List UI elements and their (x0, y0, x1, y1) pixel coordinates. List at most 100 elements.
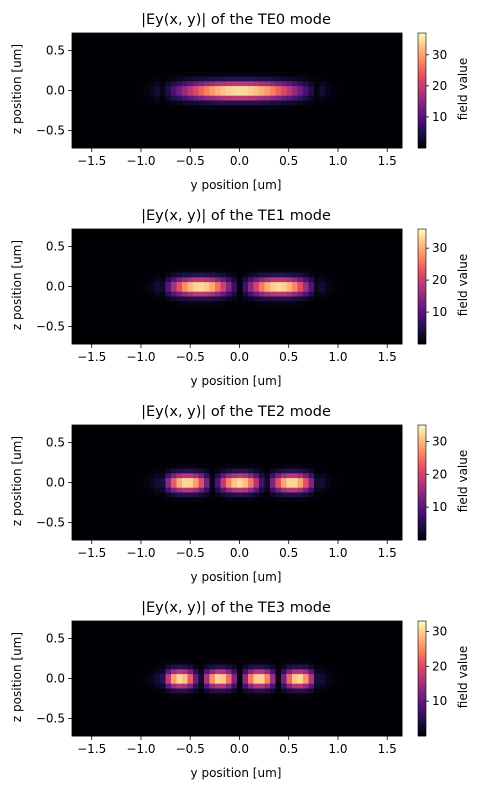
heatmap-cell (83, 668, 89, 675)
heatmap-cell (143, 506, 150, 512)
heatmap-cell (193, 496, 199, 503)
heatmap-cell (143, 448, 150, 455)
heatmap-cell (94, 85, 100, 91)
heatmap-cell (336, 468, 342, 474)
heatmap-cell (314, 434, 320, 440)
heatmap-cell (330, 276, 337, 283)
heatmap-cell (325, 257, 331, 263)
heatmap-cell (209, 238, 216, 244)
heatmap-cell (259, 315, 265, 321)
heatmap-cell (72, 621, 78, 627)
heatmap-cell (143, 71, 150, 77)
heatmap-cell (303, 124, 309, 130)
heatmap-cell (143, 472, 150, 479)
heatmap-cell (396, 506, 403, 512)
heatmap-cell (187, 472, 194, 479)
heatmap-cell (330, 66, 337, 72)
colorbar-segment (418, 39, 426, 43)
heatmap-cell (160, 697, 166, 703)
heatmap-cell (138, 434, 144, 440)
heatmap-cell (116, 334, 122, 340)
heatmap-cell (374, 320, 381, 326)
heatmap-cell (286, 477, 293, 483)
heatmap-cell (259, 429, 265, 435)
colorbar-segment (418, 316, 426, 320)
heatmap-cell (99, 453, 106, 459)
heatmap-cell (143, 80, 150, 87)
heatmap-cell (341, 262, 348, 268)
heatmap-cell (149, 429, 155, 435)
heatmap-cell (253, 33, 260, 39)
heatmap-cell (176, 444, 183, 450)
heatmap-cell (347, 33, 353, 39)
heatmap-cell (99, 506, 106, 512)
heatmap-cell (363, 71, 370, 77)
heatmap-cell (83, 644, 89, 651)
heatmap-cell (165, 477, 172, 483)
heatmap-cell (391, 439, 397, 445)
heatmap-cell (385, 477, 392, 483)
heatmap-cell (374, 119, 381, 125)
heatmap-cell (121, 114, 128, 120)
heatmap-cell (198, 320, 205, 326)
heatmap-cell (160, 640, 166, 646)
heatmap-cell (193, 80, 199, 87)
heatmap-cell (83, 272, 89, 278)
colorbar-segment (418, 505, 426, 509)
heatmap-cell (127, 272, 133, 278)
heatmap-cell (308, 535, 315, 541)
heatmap-cell (143, 305, 150, 311)
heatmap-cell (83, 678, 89, 684)
heatmap-cell (336, 71, 342, 77)
heatmap-cell (160, 516, 166, 522)
heatmap-cell (237, 133, 243, 139)
panel-te1: |Ey(x, y)| of the TE1 mode −1.5 −1.0 −0.5 0… (10, 208, 470, 388)
heatmap-cell (363, 444, 370, 450)
heatmap-cell (281, 42, 287, 48)
heatmap-cell (143, 697, 150, 703)
heatmap-cell (385, 439, 392, 445)
heatmap-cell (204, 243, 210, 249)
heatmap-cell (220, 496, 227, 503)
heatmap-cell (226, 47, 232, 53)
heatmap-cell (187, 37, 194, 43)
heatmap-cell (204, 339, 210, 345)
heatmap-cell (132, 61, 139, 67)
heatmap-cell (149, 286, 155, 292)
heatmap-cell (330, 56, 337, 63)
heatmap-cell (303, 444, 309, 450)
heatmap-cell (182, 429, 188, 435)
heatmap-cell (396, 109, 403, 115)
heatmap-cell (237, 444, 243, 450)
heatmap-cell (391, 448, 397, 455)
heatmap-cell (319, 487, 326, 493)
heatmap-cell (330, 262, 337, 268)
heatmap-cell (385, 453, 392, 459)
heatmap-cell (259, 329, 265, 335)
heatmap-cell (193, 310, 199, 316)
heatmap-cell (132, 124, 139, 130)
heatmap-cell (325, 444, 331, 450)
heatmap-cell (72, 100, 78, 106)
heatmap-cell (275, 516, 282, 522)
heatmap-cell (226, 310, 232, 316)
heatmap-cell (369, 535, 375, 541)
heatmap-cell (231, 444, 238, 450)
heatmap-cell (132, 33, 139, 39)
heatmap-cell (292, 76, 298, 82)
heatmap-cell (187, 128, 194, 135)
heatmap-cell (154, 95, 161, 101)
heatmap-cell (385, 109, 392, 115)
heatmap-cell (204, 133, 210, 139)
heatmap-cell (154, 71, 161, 77)
heatmap-cell (138, 291, 144, 297)
heatmap-cell (138, 334, 144, 340)
heatmap-cell (110, 659, 117, 665)
heatmap-cell (215, 229, 221, 235)
heatmap-cell (352, 33, 359, 39)
heatmap-cell (231, 530, 238, 536)
heatmap-cell (160, 721, 166, 727)
heatmap-cell (286, 468, 293, 474)
heatmap-cell (149, 444, 155, 450)
heatmap-cell (341, 114, 348, 120)
